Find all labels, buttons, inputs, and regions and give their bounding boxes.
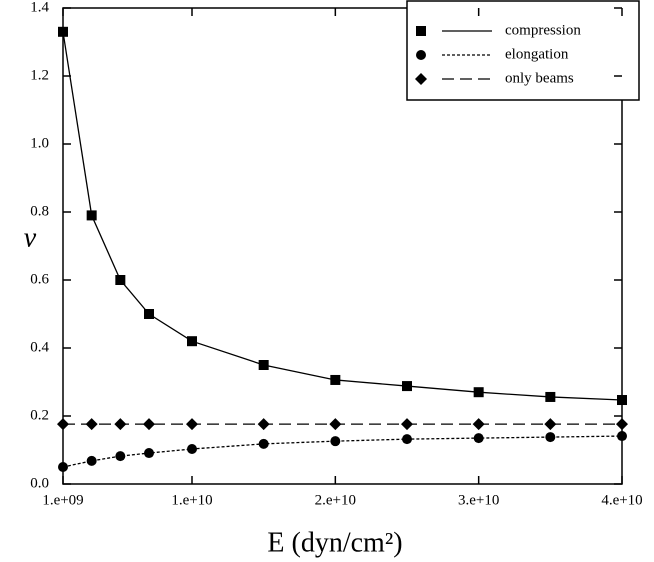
y-tick-label: 0.4	[30, 339, 49, 355]
marker-square	[187, 336, 197, 347]
marker-diamond	[114, 418, 127, 431]
marker-diamond	[401, 418, 413, 431]
x-tick-label: 1.e+09	[42, 492, 83, 508]
y-tick-label: 1.0	[30, 135, 49, 151]
x-axis-label: E (dyn/cm²)	[267, 527, 402, 558]
marker-square	[330, 374, 341, 385]
marker-diamond	[57, 418, 69, 431]
marker-diamond	[415, 73, 427, 85]
y-tick-label: 0.2	[30, 407, 49, 423]
marker-diamond	[616, 418, 628, 431]
y-tick-label: 0.8	[30, 203, 49, 219]
x-tick-label: 1.e+10	[171, 492, 212, 508]
marker-diamond	[257, 418, 270, 431]
marker-square	[115, 275, 126, 285]
x-tick-label: 2.e+10	[315, 492, 356, 508]
legend-label: compression	[505, 22, 581, 38]
marker-diamond	[85, 418, 98, 431]
marker-circle	[545, 432, 556, 443]
marker-square	[58, 26, 68, 37]
legend-box	[406, 0, 640, 101]
marker-square	[402, 381, 412, 392]
marker-circle	[402, 434, 412, 445]
marker-square	[86, 210, 97, 221]
y-axis-label: ν	[24, 222, 37, 253]
y-tick-label: 0.0	[30, 475, 49, 491]
marker-circle	[473, 433, 484, 444]
marker-circle	[330, 436, 341, 447]
y-tick-label: 0.6	[30, 271, 49, 287]
y-tick-label: 1.2	[30, 67, 49, 83]
marker-circle	[86, 455, 97, 466]
marker-circle	[58, 462, 68, 472]
marker-diamond	[143, 418, 155, 431]
x-tick-label: 3.e+10	[458, 492, 499, 508]
marker-diamond	[544, 418, 557, 431]
marker-square	[473, 387, 484, 398]
marker-circle	[115, 451, 126, 462]
marker-circle	[258, 438, 269, 449]
marker-square	[545, 391, 556, 402]
marker-square	[416, 26, 426, 36]
marker-diamond	[472, 418, 485, 431]
legend-label: only beams	[505, 70, 574, 86]
marker-diamond	[329, 418, 342, 431]
marker-circle	[416, 50, 426, 60]
marker-circle	[187, 443, 197, 454]
marker-circle	[144, 448, 154, 459]
marker-square	[617, 395, 627, 406]
x-tick-label: 4.e+10	[601, 492, 642, 508]
marker-square	[258, 360, 269, 370]
marker-circle	[617, 431, 627, 442]
plot-frame	[62, 7, 623, 485]
legend-label: elongation	[505, 46, 569, 62]
y-tick-label: 1.4	[30, 0, 49, 15]
marker-square	[144, 309, 154, 319]
marker-diamond	[186, 418, 198, 431]
